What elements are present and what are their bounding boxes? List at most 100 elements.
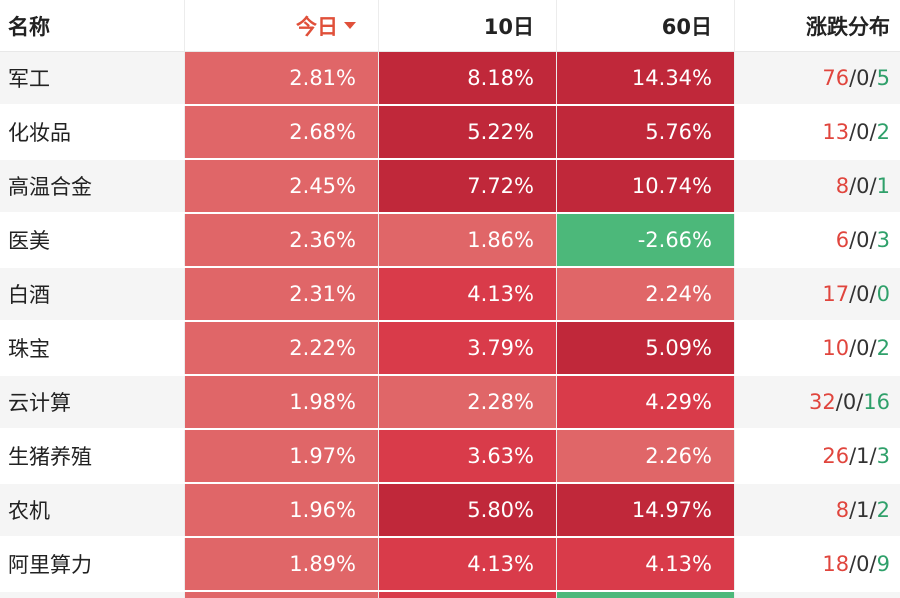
table-row[interactable]: 化妆品 2.68% 5.22% 5.76% 13/0/2 — [0, 106, 900, 160]
column-header-10d[interactable]: 10日 — [378, 0, 556, 51]
sector-name: 医美 — [0, 214, 184, 266]
table-header: 名称 今日 10日 60日 涨跌分布 — [0, 0, 900, 52]
sort-desc-icon — [344, 22, 356, 29]
down-count: 1 — [876, 174, 890, 198]
up-count: 17 — [822, 282, 850, 306]
sixty-day-change: 5.09% — [556, 322, 734, 374]
up-count: 26 — [822, 444, 850, 468]
today-change: 1.96% — [184, 484, 378, 536]
column-header-today-label: 今日 — [296, 14, 338, 39]
table-row[interactable]: 阿里算力 1.89% 4.13% 4.13% 18/0/9 — [0, 538, 900, 592]
flat-count: 1 — [856, 498, 870, 522]
sector-name: 云计算 — [0, 376, 184, 428]
sixty-day-change: -2.66% — [556, 214, 734, 266]
separator: / — [869, 498, 877, 522]
ten-day-change: 2.28% — [378, 376, 556, 428]
column-header-today[interactable]: 今日 — [184, 0, 378, 51]
flat-count: 0 — [856, 66, 870, 90]
down-count: 0 — [876, 282, 890, 306]
separator: / — [856, 390, 864, 414]
column-header-60d-label: 60日 — [661, 14, 712, 39]
table-row[interactable]: 医美 2.36% 1.86% -2.66% 6/0/3 — [0, 214, 900, 268]
sector-name: 农机 — [0, 484, 184, 536]
sector-name: 化妆品 — [0, 106, 184, 158]
up-count: 8 — [835, 498, 850, 522]
down-count: 3 — [876, 444, 890, 468]
column-header-distribution[interactable]: 涨跌分布 — [734, 0, 900, 51]
ten-day-change: 4.13% — [378, 268, 556, 320]
ten-day-change: 3.79% — [378, 322, 556, 374]
separator: / — [849, 498, 857, 522]
up-flat-down-distribution: 8/1/2 — [734, 484, 900, 536]
flat-count: 0 — [856, 120, 870, 144]
column-header-name[interactable]: 名称 — [0, 0, 184, 51]
separator: / — [869, 228, 877, 252]
flat-count: 0 — [856, 552, 870, 576]
up-flat-down-distribution: 17/0/0 — [734, 268, 900, 320]
today-change: 1.89% — [184, 538, 378, 590]
sixty-day-change: 10.74% — [556, 160, 734, 212]
next-row-partial — [0, 592, 900, 598]
up-count: 18 — [822, 552, 850, 576]
separator: / — [849, 552, 857, 576]
ten-day-change: 8.18% — [378, 52, 556, 104]
up-count: 6 — [835, 228, 850, 252]
separator: / — [849, 120, 857, 144]
sector-name: 军工 — [0, 52, 184, 104]
up-count: 13 — [822, 120, 850, 144]
down-count: 2 — [876, 498, 890, 522]
table-row[interactable]: 云计算 1.98% 2.28% 4.29% 32/0/16 — [0, 376, 900, 430]
up-flat-down-distribution: 6/0/3 — [734, 214, 900, 266]
up-count: 32 — [809, 390, 836, 414]
separator: / — [869, 120, 877, 144]
sixty-day-change: 4.13% — [556, 538, 734, 590]
today-change: 2.31% — [184, 268, 378, 320]
column-header-10d-label: 10日 — [483, 14, 534, 39]
separator: / — [835, 390, 843, 414]
ten-day-change: 3.63% — [378, 430, 556, 482]
ten-day-change: 1.86% — [378, 214, 556, 266]
column-header-60d[interactable]: 60日 — [556, 0, 734, 51]
today-change: 1.97% — [184, 430, 378, 482]
flat-count: 0 — [842, 390, 857, 414]
column-header-distribution-label: 涨跌分布 — [806, 14, 890, 39]
separator: / — [849, 444, 857, 468]
up-flat-down-distribution: 13/0/2 — [734, 106, 900, 158]
sector-name: 珠宝 — [0, 322, 184, 374]
up-flat-down-distribution: 18/0/9 — [734, 538, 900, 590]
up-flat-down-distribution: 10/0/2 — [734, 322, 900, 374]
table-row[interactable]: 军工 2.81% 8.18% 14.34% 76/0/5 — [0, 52, 900, 106]
today-change: 2.68% — [184, 106, 378, 158]
flat-count: 0 — [856, 282, 870, 306]
ten-day-change: 5.80% — [378, 484, 556, 536]
sixty-day-change: 14.97% — [556, 484, 734, 536]
table-row[interactable]: 高温合金 2.45% 7.72% 10.74% 8/0/1 — [0, 160, 900, 214]
sector-name: 阿里算力 — [0, 538, 184, 590]
sector-name: 高温合金 — [0, 160, 184, 212]
today-change: 2.22% — [184, 322, 378, 374]
down-count: 9 — [876, 552, 890, 576]
sixty-day-change: 5.76% — [556, 106, 734, 158]
table-row[interactable]: 生猪养殖 1.97% 3.63% 2.26% 26/1/3 — [0, 430, 900, 484]
sixty-day-change: 14.34% — [556, 52, 734, 104]
flat-count: 1 — [856, 444, 870, 468]
ten-day-change: 7.72% — [378, 160, 556, 212]
table-row[interactable]: 农机 1.96% 5.80% 14.97% 8/1/2 — [0, 484, 900, 538]
sector-name: 生猪养殖 — [0, 430, 184, 482]
separator: / — [869, 66, 877, 90]
down-count: 16 — [863, 390, 890, 414]
ten-day-change: 5.22% — [378, 106, 556, 158]
down-count: 2 — [876, 336, 890, 360]
ten-day-change: 4.13% — [378, 538, 556, 590]
flat-count: 0 — [856, 174, 870, 198]
up-flat-down-distribution: 32/0/16 — [734, 376, 900, 428]
sixty-day-change: 2.26% — [556, 430, 734, 482]
today-change: 1.98% — [184, 376, 378, 428]
down-count: 5 — [876, 66, 890, 90]
separator: / — [849, 336, 857, 360]
table-row[interactable]: 珠宝 2.22% 3.79% 5.09% 10/0/2 — [0, 322, 900, 376]
table-row[interactable]: 白酒 2.31% 4.13% 2.24% 17/0/0 — [0, 268, 900, 322]
down-count: 2 — [876, 120, 890, 144]
up-flat-down-distribution: 8/0/1 — [734, 160, 900, 212]
